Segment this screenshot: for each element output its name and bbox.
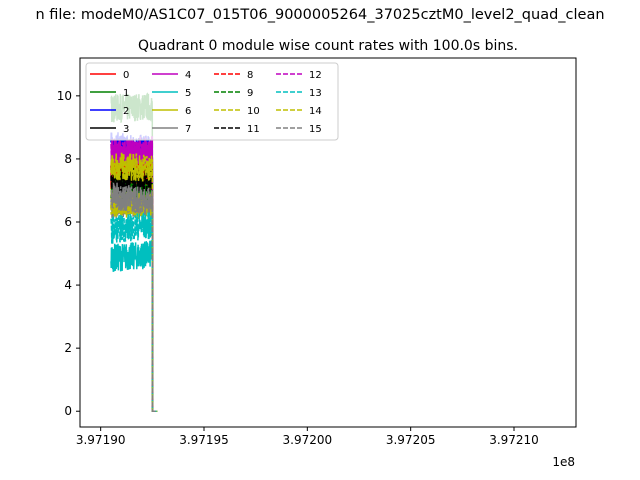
legend-label-11: 11 [247, 124, 260, 135]
figure-suptitle: n file: modeM0/AS1C07_015T06_9000005264_… [35, 7, 604, 23]
x-offset-label: 1e8 [552, 455, 575, 469]
legend-label-15: 15 [309, 124, 322, 135]
x-axis: 3.97190 3.97195 3.97200 3.97205 3.97210 [76, 427, 539, 447]
x-tick-label: 3.97205 [386, 433, 436, 447]
series-line-14 [110, 152, 158, 412]
series-line-15 [110, 182, 158, 412]
legend-label-7: 7 [185, 124, 191, 135]
plot-area [110, 92, 158, 412]
series-line-13 [110, 210, 158, 412]
x-tick-label: 3.97210 [489, 433, 539, 447]
legend-label-10: 10 [247, 106, 260, 117]
legend-label-0: 0 [123, 70, 129, 81]
legend-label-12: 12 [309, 70, 322, 81]
legend-box [85, 62, 339, 141]
y-tick-label: 4 [64, 278, 72, 292]
x-tick-label: 3.97190 [76, 433, 126, 447]
y-tick-label: 6 [64, 215, 72, 229]
y-tick-label: 2 [64, 341, 72, 355]
y-tick-label: 0 [64, 404, 72, 418]
axes-frame [79, 57, 577, 428]
legend-label-13: 13 [309, 88, 322, 99]
y-tick-label: 8 [64, 152, 72, 166]
legend-label-8: 8 [247, 70, 253, 81]
y-axis: 0 2 4 6 8 10 [57, 89, 80, 418]
legend-label-3: 3 [123, 124, 129, 135]
legend-label-4: 4 [185, 70, 191, 81]
x-tick-label: 3.97200 [283, 433, 333, 447]
x-tick-label: 3.97195 [179, 433, 229, 447]
legend-label-2: 2 [123, 106, 129, 117]
legend-label-9: 9 [247, 88, 253, 99]
chart-title: Quadrant 0 module wise count rates with … [138, 38, 518, 54]
legend-label-1: 1 [123, 88, 129, 99]
legend-label-5: 5 [185, 88, 191, 99]
series-line-5 [110, 240, 158, 412]
y-tick-label: 10 [57, 89, 72, 103]
legend-label-6: 6 [185, 106, 191, 117]
series-line-12 [110, 136, 158, 412]
legend-label-14: 14 [309, 106, 322, 117]
